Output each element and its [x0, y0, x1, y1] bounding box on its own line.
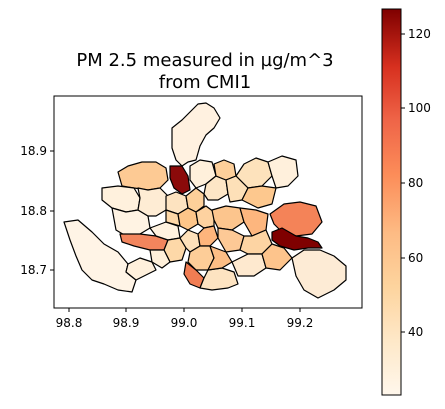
- y-axis: [50, 150, 54, 271]
- district-east-1: [211, 205, 245, 231]
- district-south-3: [207, 245, 233, 271]
- district-east-orange: [269, 201, 323, 237]
- x-tick-label: 98.9: [113, 316, 140, 330]
- x-axis: [68, 308, 301, 312]
- x-tick-label: 99.2: [287, 316, 314, 330]
- x-tick-label: 98.8: [56, 316, 83, 330]
- colorbar-tick-label: 100: [408, 101, 431, 115]
- colorbar-ticks: [401, 33, 405, 333]
- district-center-west-3: [149, 249, 171, 269]
- colorbar: [381, 8, 402, 396]
- district-polygons: [63, 102, 347, 299]
- colorbar-tick-label: 60: [408, 251, 423, 265]
- district-north: [171, 102, 221, 167]
- map-title-line1: PM 2.5 measured in µg/m^3: [76, 50, 333, 71]
- district-north-east-2: [267, 155, 299, 189]
- district-east-dark-red: [271, 227, 323, 251]
- colorbar-tick-label: 80: [408, 176, 423, 190]
- district-dark-red: [169, 165, 191, 195]
- district-north-east-4: [241, 185, 277, 209]
- district-west-plain: [125, 257, 157, 281]
- y-tick-label: 18.9: [20, 144, 47, 158]
- x-tick-label: 99.1: [229, 316, 256, 330]
- colorbar-tick-label: 120: [408, 27, 431, 41]
- y-tick-label: 18.8: [20, 204, 47, 218]
- map-title-line2: from CMI1: [159, 72, 251, 93]
- district-far-east: [291, 249, 347, 299]
- colorbar-tick-label: 40: [408, 325, 423, 339]
- district-west-central-3: [137, 187, 169, 217]
- x-tick-label: 99.0: [171, 316, 198, 330]
- district-west: [63, 219, 137, 293]
- y-tick-label: 18.7: [20, 263, 47, 277]
